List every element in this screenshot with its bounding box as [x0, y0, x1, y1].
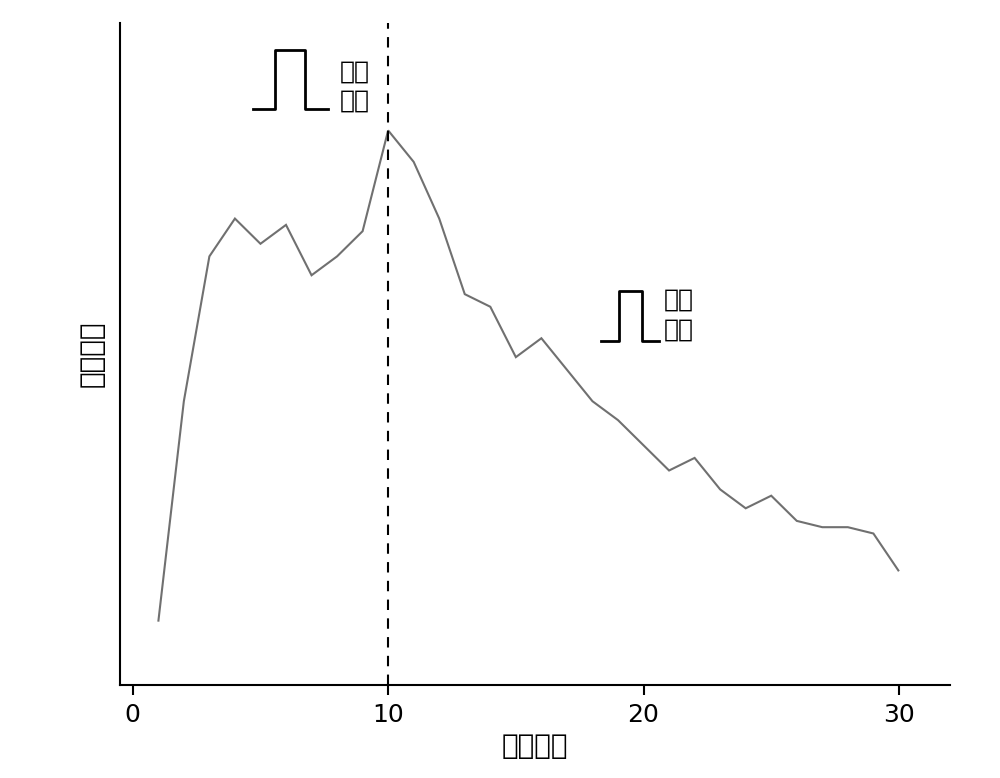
- X-axis label: 脉冲个数: 脉冲个数: [502, 732, 568, 760]
- Y-axis label: 器件电导: 器件电导: [78, 321, 106, 387]
- Text: 置态
脉冲: 置态 脉冲: [340, 59, 370, 113]
- Text: 重置
脉冲: 重置 脉冲: [664, 287, 694, 342]
